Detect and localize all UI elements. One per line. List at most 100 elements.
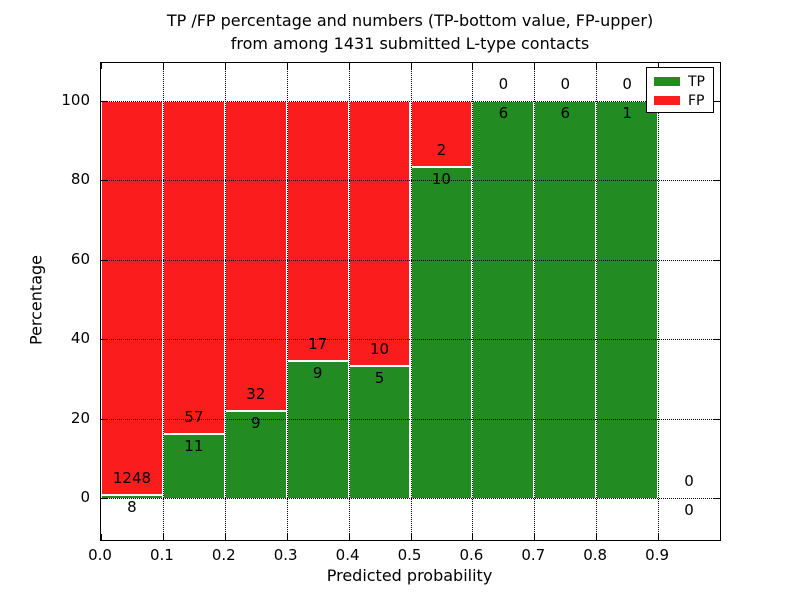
x-tick-mark-top [348, 63, 350, 69]
x-tick-mark-bottom [286, 534, 288, 540]
fp-count-label: 32 [246, 384, 266, 403]
bar-fp-segment [101, 101, 163, 496]
x-tick-mark-top [101, 63, 102, 69]
x-tick-label: 0.2 [211, 546, 236, 564]
gridline-vertical [596, 63, 598, 540]
fp-count-label: 10 [370, 339, 390, 358]
fp-count-label: 0 [560, 75, 571, 93]
x-tick-mark-top [286, 63, 288, 69]
x-tick-mark-bottom [534, 534, 536, 540]
plot-area: 1248 8 57 11 32 9 17 9 10 5 2 10 0 6 0 6 0 1 0 0 [100, 62, 721, 541]
grid-layer [101, 63, 720, 540]
y-tick-label: 40 [70, 329, 90, 348]
chart-title-line1: TP /FP percentage and numbers (TP-bottom… [166, 11, 654, 30]
x-tick-label: 0.7 [521, 546, 546, 564]
tp-legend-swatch [654, 77, 680, 86]
x-tick-mark-bottom [348, 534, 350, 540]
y-tick-mark-right [714, 180, 720, 182]
y-tick-mark-right [714, 101, 720, 102]
x-tick-mark-bottom [101, 534, 102, 540]
x-tick-mark-bottom [224, 534, 226, 540]
fp-count-label: 0 [622, 75, 632, 93]
chart-title: TP /FP percentage and numbers (TP-bottom… [90, 9, 730, 55]
x-tick-label: 0.6 [459, 546, 484, 564]
gridline-vertical [410, 63, 412, 540]
tp-count-label: 10 [431, 170, 451, 189]
bar-fp-segment [224, 101, 287, 411]
chart-title-line2: from among 1431 submitted L-type contact… [230, 34, 590, 53]
y-tick-mark-left [101, 339, 107, 341]
x-tick-mark-top [472, 63, 474, 69]
gridline-vertical [162, 63, 164, 540]
y-tick-mark-right [714, 339, 720, 341]
x-tick-mark-top [162, 63, 164, 69]
y-tick-label: 0 [80, 488, 90, 506]
y-tick-mark-left [101, 418, 107, 420]
legend-item-tp: TP [647, 72, 713, 91]
gridline-vertical [472, 63, 474, 540]
x-tick-mark-bottom [658, 534, 660, 540]
fp-count-label: 0 [498, 75, 509, 93]
fp-count-label: 17 [308, 334, 328, 353]
legend-item-fp: FP [647, 91, 713, 110]
tp-count-label: 8 [127, 498, 137, 517]
y-tick-mark-left [101, 180, 107, 182]
x-tick-mark-top [224, 63, 226, 69]
gridline-vertical [224, 63, 226, 540]
bar-tp-segment [101, 495, 163, 498]
bar-fp-segment [410, 101, 473, 168]
fp-legend-label: FP [688, 92, 705, 109]
y-tick-mark-left [101, 498, 107, 499]
y-tick-mark-right [714, 418, 720, 420]
fp-legend-swatch [654, 96, 680, 105]
x-tick-mark-top [534, 63, 536, 69]
tp-count-label: 1 [622, 104, 632, 122]
tp-count-label: 9 [250, 413, 261, 432]
bar-tp-segment [162, 433, 225, 498]
tp-count-label: 5 [374, 368, 385, 387]
x-tick-mark-top [596, 63, 598, 69]
tp-legend-label: TP [688, 73, 705, 90]
bar-tp-segment [534, 101, 597, 498]
fp-count-label: 0 [684, 472, 694, 490]
x-tick-mark-bottom [596, 534, 598, 540]
fp-count-label: 2 [436, 141, 447, 160]
y-tick-mark-left [101, 259, 107, 261]
x-tick-label: 0.3 [273, 546, 298, 564]
y-tick-mark-left [101, 101, 107, 102]
bar-tp-segment [224, 410, 287, 498]
x-tick-mark-bottom [472, 534, 474, 540]
tp-count-label: 6 [560, 104, 571, 122]
tp-count-label: 9 [312, 363, 323, 382]
y-tick-mark-right [714, 259, 720, 261]
x-tick-label: 0.1 [149, 546, 174, 564]
y-tick-mark-right [714, 498, 720, 499]
fp-count-label: 57 [184, 407, 204, 426]
bar-tp-segment [348, 365, 411, 498]
x-axis-label: Predicted probability [326, 566, 493, 585]
tp-count-label: 0 [684, 501, 694, 519]
legend: TP FP [646, 67, 714, 113]
fp-count-label: 1248 [112, 469, 152, 488]
y-tick-label: 60 [70, 249, 90, 268]
tp-count-label: 6 [498, 104, 509, 122]
x-tick-label: 0.8 [583, 546, 608, 564]
x-tick-mark-top [658, 63, 660, 69]
x-tick-label: 0.5 [397, 546, 422, 564]
y-tick-label: 20 [70, 408, 90, 427]
tp-count-label: 11 [184, 436, 204, 455]
gridline-vertical [658, 63, 660, 540]
ticks-layer [101, 63, 720, 540]
x-tick-mark-bottom [162, 534, 164, 540]
x-tick-label: 0.4 [335, 546, 360, 564]
x-tick-mark-bottom [410, 534, 412, 540]
y-tick-label: 100 [61, 91, 90, 109]
y-tick-label: 80 [70, 170, 90, 189]
x-tick-label: 0.0 [88, 546, 112, 564]
bar-tp-segment [596, 101, 659, 498]
annotations-layer: 1248 8 57 11 32 9 17 9 10 5 2 10 0 6 0 6 0 1 0 0 [101, 63, 720, 540]
x-tick-label: 0.9 [645, 546, 670, 564]
gridline-vertical [286, 63, 288, 540]
gridline-vertical [534, 63, 536, 540]
